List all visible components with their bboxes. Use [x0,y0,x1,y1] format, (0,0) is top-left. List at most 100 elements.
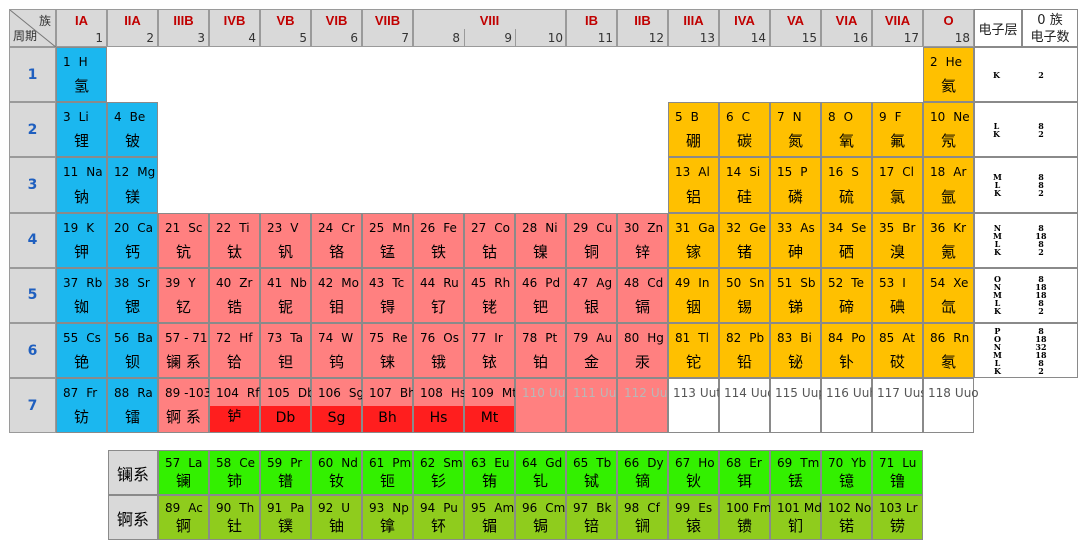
count-header-line-1: 0 族 [1037,13,1063,28]
element-cell-Rn: 86 Rn 氡 [923,323,974,379]
atomic-number: 44 [420,275,436,290]
atomic-number: 47 [573,275,589,290]
lanthanides-cell-Gd: 64 Gd 钆 [515,450,566,495]
lanthanides-cell-Dy: 66 Dy 镝 [617,450,668,495]
group-roman-label: IIB [634,13,651,28]
shell-letters: N M L K [993,223,1002,258]
element-cell-Li: 3 Li 锂 [56,102,107,158]
atomic-number: 117 [877,386,900,401]
element-symbol: Re [392,331,408,345]
atomic-number: 19 [63,220,79,235]
element-symbol: Bh [399,386,416,401]
atomic-number: 8 [828,110,836,125]
element-chinese-name: 铕 [481,472,497,490]
element-symbol: Mn [392,220,411,235]
atomic-number: 91 [267,501,283,515]
element-cell-Uuu: 111 Uuu [566,378,624,434]
element-symbol-line: 55 Cs [63,331,101,345]
element-chinese-name: 钒 [277,242,293,261]
atomic-number: 37 [63,275,79,290]
element-symbol: Er [749,456,762,470]
element-cell-K: 19 K 钾 [56,212,107,268]
element-symbol: U [341,501,351,515]
lanthanides-cell-Sm: 62 Sm 钐 [413,450,464,495]
atomic-number: 35 [879,220,895,235]
element-symbol-line: 58 Ce [216,456,255,470]
atomic-number: 111 [573,386,596,401]
shell-letters: M L K [993,171,1002,198]
element-cell-Mn: 25 Mn 锰 [362,212,413,268]
element-cell-Pt: 78 Pt 铂 [515,323,566,379]
element-symbol-line: 32 Ge [726,221,766,235]
group-roman-label: VA [786,13,805,28]
atomic-number: 80 [624,331,640,345]
element-symbol: Tl [698,331,709,345]
group-number: 6 [350,31,358,45]
atomic-number: 11 [63,165,79,180]
element-symbol: Ac [188,501,203,515]
element-cell-Sc: 21 Sc 钪 [158,212,209,268]
element-symbol-line: 74 W [318,331,353,345]
element-cell-Uuq: 114 Uuq [719,378,775,434]
element-chinese-name: 铜 [583,242,599,261]
atomic-number: 70 [828,456,844,470]
shell-letters: O N M L K [993,274,1002,317]
element-symbol: Tc [392,275,405,290]
element-symbol-line: 95 Am [471,501,514,515]
atomic-number: 28 [522,220,538,235]
element-symbol-line: 80 Hg [624,331,664,345]
element-symbol-line: 67 Ho [675,456,715,470]
lanthanides-label: 镧系 [108,450,158,495]
element-symbol: Dy [647,456,664,470]
group-number: 2 [146,31,154,45]
atomic-number: 33 [777,220,793,235]
element-cell-Fe: 26 Fe 铁 [413,212,464,268]
element-symbol-line: 52 Te [828,276,864,290]
group-header-13: IIIA 13 [668,9,719,47]
atomic-number: 87 [63,386,79,401]
element-symbol: As [800,220,815,235]
element-cell-Db: 105 Db Db [260,378,315,434]
atomic-number: 52 [828,275,844,290]
lanthanides-cell-Er: 68 Er 铒 [719,450,770,495]
element-symbol: Bi [800,331,812,345]
element-cell-S: 16 S 硫 [821,157,872,213]
lanthanides-cell-La: 57 La 镧 [158,450,209,495]
element-symbol-line: 69 Tm [777,456,819,470]
group-roman-label: VIIA [884,13,911,28]
element-chinese-name: 钕 [328,472,344,490]
group-header-8: VIII 8 [413,9,566,47]
element-cell-Ar: 18 Ar 氩 [923,157,974,213]
atomic-number: 66 [624,456,640,470]
element-symbol-line: 47 Ag [573,276,612,290]
atomic-number: 69 [777,456,793,470]
group-roman-label: IIA [124,13,141,28]
element-chinese-name: 镝 [634,472,650,490]
element-symbol: Cf [647,501,660,515]
element-cell-Sg: 106 Sg Sg [311,378,364,434]
element-symbol-line: 11 Na [63,165,103,179]
element-symbol-line: 68 Er [726,456,762,470]
period-axis-label: 周期 [13,29,38,43]
element-chinese-name: 钯 [532,297,548,316]
atomic-number: 54 [930,275,946,290]
element-symbol-line: 78 Pt [522,331,557,345]
atomic-number: 67 [675,456,691,470]
element-symbol: Xe [953,275,969,290]
element-cell-Ti: 22 Ti 钛 [209,212,260,268]
element-chinese-name: 锶 [124,297,140,316]
element-cell-Rf: 104 Rf 𬬻 [209,378,260,434]
period-label-5: 5 [9,267,56,323]
element-chinese-name: 钠 [73,187,89,206]
element-symbol: Hf [239,331,253,345]
element-chinese-name: 铂 [532,353,548,372]
element-chinese-name: 钬 [685,472,701,490]
element-symbol-line: 34 Se [828,221,866,235]
element-symbol: Cm [545,501,566,515]
element-cell-Uuo: 118 Uuo [923,378,979,434]
element-symbol-line: 117 Uus [877,386,927,400]
element-symbol: Ni [545,220,558,235]
group-header-17: VIIA 17 [872,9,923,47]
